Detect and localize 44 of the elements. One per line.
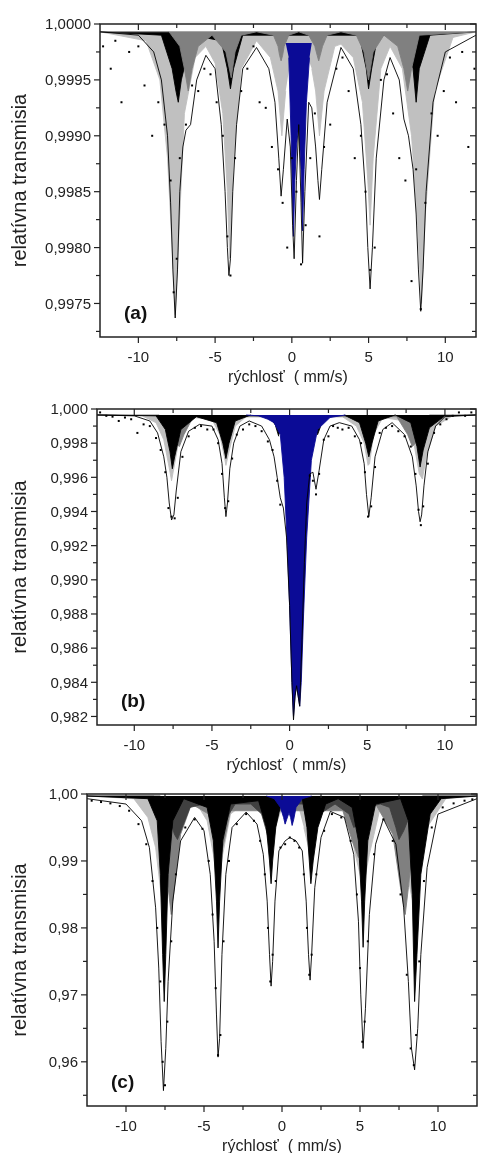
x-tick-label: 10 [436, 348, 454, 365]
x-axis-title: rýchlosť ( mm/s) [226, 756, 347, 773]
y-tick-label: 0,996 [50, 468, 88, 486]
x-tick-label: 10 [436, 736, 454, 753]
x-tick-label: -10 [123, 736, 146, 753]
y-tick-label: 0,998 [50, 434, 88, 452]
y-tick-label: 0,9985 [45, 182, 91, 200]
annotation: (a) [124, 302, 148, 323]
x-tick-label: -5 [197, 1117, 211, 1134]
y-tick-label: 1,000 [50, 400, 88, 418]
y-tick-label: 0,99 [48, 852, 78, 870]
y-tick-label: 0,9980 [45, 238, 91, 256]
y-tick-label: 0,988 [50, 605, 88, 623]
y-tick-label: 0,990 [50, 571, 88, 589]
y-tick-label: 0,984 [50, 673, 88, 691]
annotation: (b) [121, 690, 146, 711]
y-tick-label: 0,986 [50, 639, 88, 657]
y-tick-label: 0,9975 [45, 294, 91, 312]
y-tick-label: 1,0000 [45, 15, 91, 33]
x-tick-label: 0 [285, 736, 294, 753]
x-tick-label: -5 [208, 348, 222, 365]
y-tick-label: 0,98 [48, 919, 78, 937]
annotation: (c) [111, 1071, 135, 1092]
y-axis-title: relatívna transmisia [8, 92, 30, 268]
x-tick-label: -10 [115, 1117, 137, 1134]
y-tick-label: 0,982 [50, 707, 88, 725]
x-tick-label: 10 [429, 1117, 447, 1134]
y-tick-label: 1,00 [48, 785, 78, 803]
y-tick-label: 0,9990 [45, 127, 91, 145]
y-tick-label: 0,9995 [45, 71, 91, 89]
y-tick-label: 0,994 [50, 502, 88, 520]
y-tick-label: 0,992 [50, 536, 88, 554]
x-tick-label: -5 [205, 736, 219, 753]
x-tick-label: 5 [363, 736, 372, 753]
x-axis-title: rýchlosť ( mm/s) [228, 368, 348, 385]
x-tick-label: -10 [127, 348, 150, 365]
y-axis-title: relatívna transmisia [8, 479, 30, 654]
x-tick-label: 5 [355, 1117, 365, 1134]
x-tick-label: 0 [277, 1117, 287, 1134]
x-tick-label: 0 [287, 348, 297, 365]
y-axis-title: relatívna transmisia [8, 862, 30, 1037]
x-tick-label: 5 [364, 348, 373, 365]
y-tick-label: 0,97 [48, 986, 78, 1004]
y-tick-label: 0,96 [48, 1053, 78, 1071]
